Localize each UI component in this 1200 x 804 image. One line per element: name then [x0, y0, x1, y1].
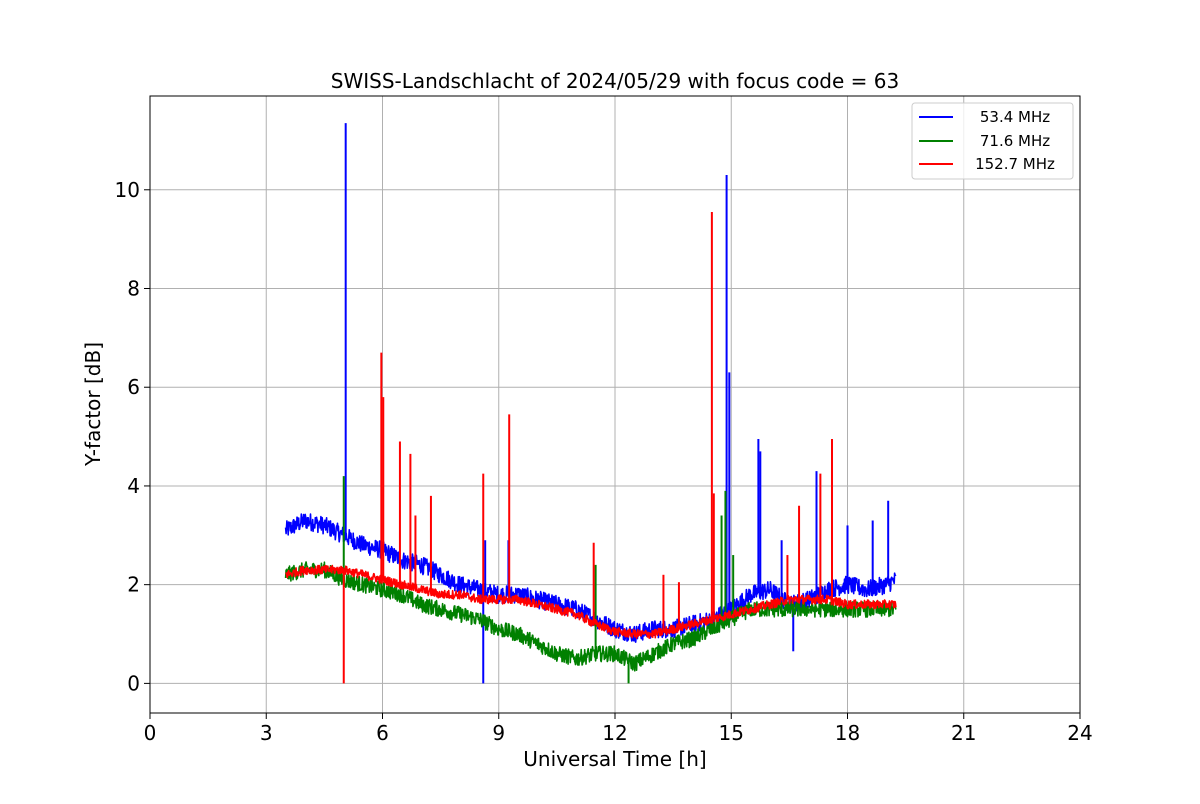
legend-label-53-4: 53.4 MHz: [980, 108, 1050, 126]
y-tick-label: 2: [127, 573, 140, 597]
x-tick-label: 24: [1067, 721, 1092, 745]
legend: 53.4 MHz 71.6 MHz 152.7 MHz: [911, 102, 1074, 180]
x-tick-label: 15: [719, 721, 744, 745]
x-tick-label: 0: [144, 721, 157, 745]
x-tick-label: 18: [835, 721, 860, 745]
legend-box: [911, 102, 1074, 180]
y-tick-label: 6: [127, 375, 140, 399]
y-tick-label: 10: [115, 178, 140, 202]
y-axis-label: Y-factor [dB]: [81, 342, 105, 467]
x-tick-label: 3: [260, 721, 273, 745]
x-axis-label: Universal Time [h]: [523, 747, 706, 771]
series-layer: [284, 123, 897, 684]
y-tick-label: 0: [127, 671, 140, 695]
x-tick-label: 21: [951, 721, 976, 745]
x-tick-label: 6: [376, 721, 389, 745]
chart-title: SWISS-Landschlacht of 2024/05/29 with fo…: [331, 69, 899, 93]
x-tick-label: 9: [492, 721, 505, 745]
legend-label-152-7: 152.7 MHz: [975, 155, 1055, 173]
series-line-152-7: [285, 564, 897, 639]
y-tick-label: 4: [127, 474, 140, 498]
y-tick-label: 8: [127, 277, 140, 301]
x-tick-label: 12: [602, 721, 627, 745]
series-line-71-6: [284, 561, 897, 672]
legend-label-71-6: 71.6 MHz: [980, 132, 1050, 150]
